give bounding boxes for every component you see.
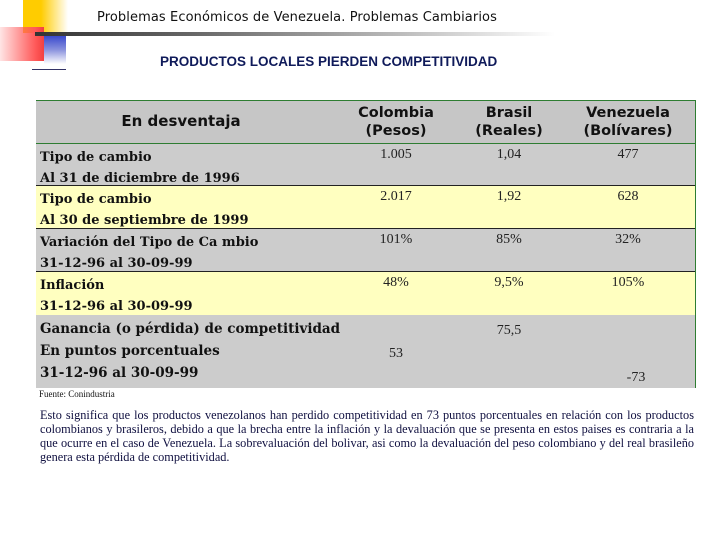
explanation-paragraph: Esto significa que los productos venezol… <box>40 408 694 464</box>
table-row-exchange-1999: Tipo de cambio Al 30 de septiembre de 19… <box>36 186 695 229</box>
cell-colombia: 48% <box>383 275 409 290</box>
cell-colombia: 101% <box>379 232 413 247</box>
row-label-line: Variación del Tipo de Ca mbio <box>40 235 259 250</box>
row-label-line: 31-12-96 al 30-09-99 <box>40 365 199 381</box>
row-label: Tipo de cambio Al 30 de septiembre de 19… <box>40 189 249 231</box>
column-header-brasil-currency: (Reales) <box>475 123 543 139</box>
competitiveness-table: En desventaja Colombia (Pesos) Brasil (R… <box>36 100 696 388</box>
cell-venezuela: 628 <box>617 189 639 204</box>
cell-colombia: 53 <box>389 346 403 361</box>
cell-brasil: 85% <box>496 232 522 247</box>
row-label-line: Al 30 de septiembre de 1999 <box>40 213 249 228</box>
cell-brasil: 75,5 <box>496 323 522 338</box>
row-label-line: 31-12-96 al 30-09-99 <box>40 256 193 271</box>
cell-venezuela: 32% <box>615 232 641 247</box>
table-row-competitiveness: Ganancia (o pérdida) de competitividad E… <box>36 315 695 388</box>
cell-brasil: 1,04 <box>496 147 522 162</box>
cell-brasil: 9,5% <box>494 275 524 290</box>
cell-colombia: 1.005 <box>380 147 412 162</box>
row-label: Ganancia (o pérdida) de competitividad E… <box>40 318 340 384</box>
header-title: Problemas Económicos de Venezuela. Probl… <box>97 10 497 25</box>
table-row-inflation: Inflación 31-12-96 al 30-09-99 48% 9,5% … <box>36 272 695 315</box>
table-header-row: En desventaja Colombia (Pesos) Brasil (R… <box>36 101 695 144</box>
cell-venezuela: 477 <box>617 147 639 162</box>
cell-venezuela: 105% <box>611 275 645 290</box>
column-header-brasil-name: Brasil <box>485 105 533 121</box>
cell-brasil: 1,92 <box>496 189 522 204</box>
row-label-line: Tipo de cambio <box>40 150 152 165</box>
column-header-colombia-currency: (Pesos) <box>365 123 427 139</box>
row-label-line: Inflación <box>40 278 105 293</box>
table-row-exchange-1996: Tipo de cambio Al 31 de diciembre de 199… <box>36 144 695 186</box>
slide-title: PRODUCTOS LOCALES PIERDEN COMPETITIVIDAD <box>160 54 498 69</box>
column-header-colombia-name: Colombia <box>358 105 434 121</box>
decorative-underline <box>32 69 66 70</box>
column-header-colombia: Colombia (Pesos) <box>341 104 451 140</box>
row-label-line: Tipo de cambio <box>40 192 152 207</box>
column-header-brasil: Brasil (Reales) <box>454 104 564 140</box>
row-label-line: En puntos porcentuales <box>40 343 220 359</box>
row-label: Inflación 31-12-96 al 30-09-99 <box>40 275 193 317</box>
column-header-venezuela-name: Venezuela <box>586 105 670 121</box>
table-source-note: Fuente: Conindustria <box>39 389 115 399</box>
column-header-venezuela: Venezuela (Bolívares) <box>568 104 688 140</box>
column-header-venezuela-currency: (Bolívares) <box>583 123 673 139</box>
cell-venezuela: -73 <box>626 370 646 385</box>
header-divider <box>35 32 555 36</box>
table-row-exchange-variation: Variación del Tipo de Ca mbio 31-12-96 a… <box>36 229 695 272</box>
cell-colombia: 2.017 <box>380 189 412 204</box>
decorative-blue-square <box>44 35 66 64</box>
row-label-line: Ganancia (o pérdida) de competitividad <box>40 321 341 337</box>
row-label: Tipo de cambio Al 31 de diciembre de 199… <box>40 147 240 189</box>
row-label: Variación del Tipo de Ca mbio 31-12-96 a… <box>40 232 258 274</box>
row-label-line: 31-12-96 al 30-09-99 <box>40 299 193 314</box>
row-label-line: Al 31 de diciembre de 1996 <box>40 171 240 186</box>
column-header-disadvantage: En desventaja <box>121 112 241 130</box>
